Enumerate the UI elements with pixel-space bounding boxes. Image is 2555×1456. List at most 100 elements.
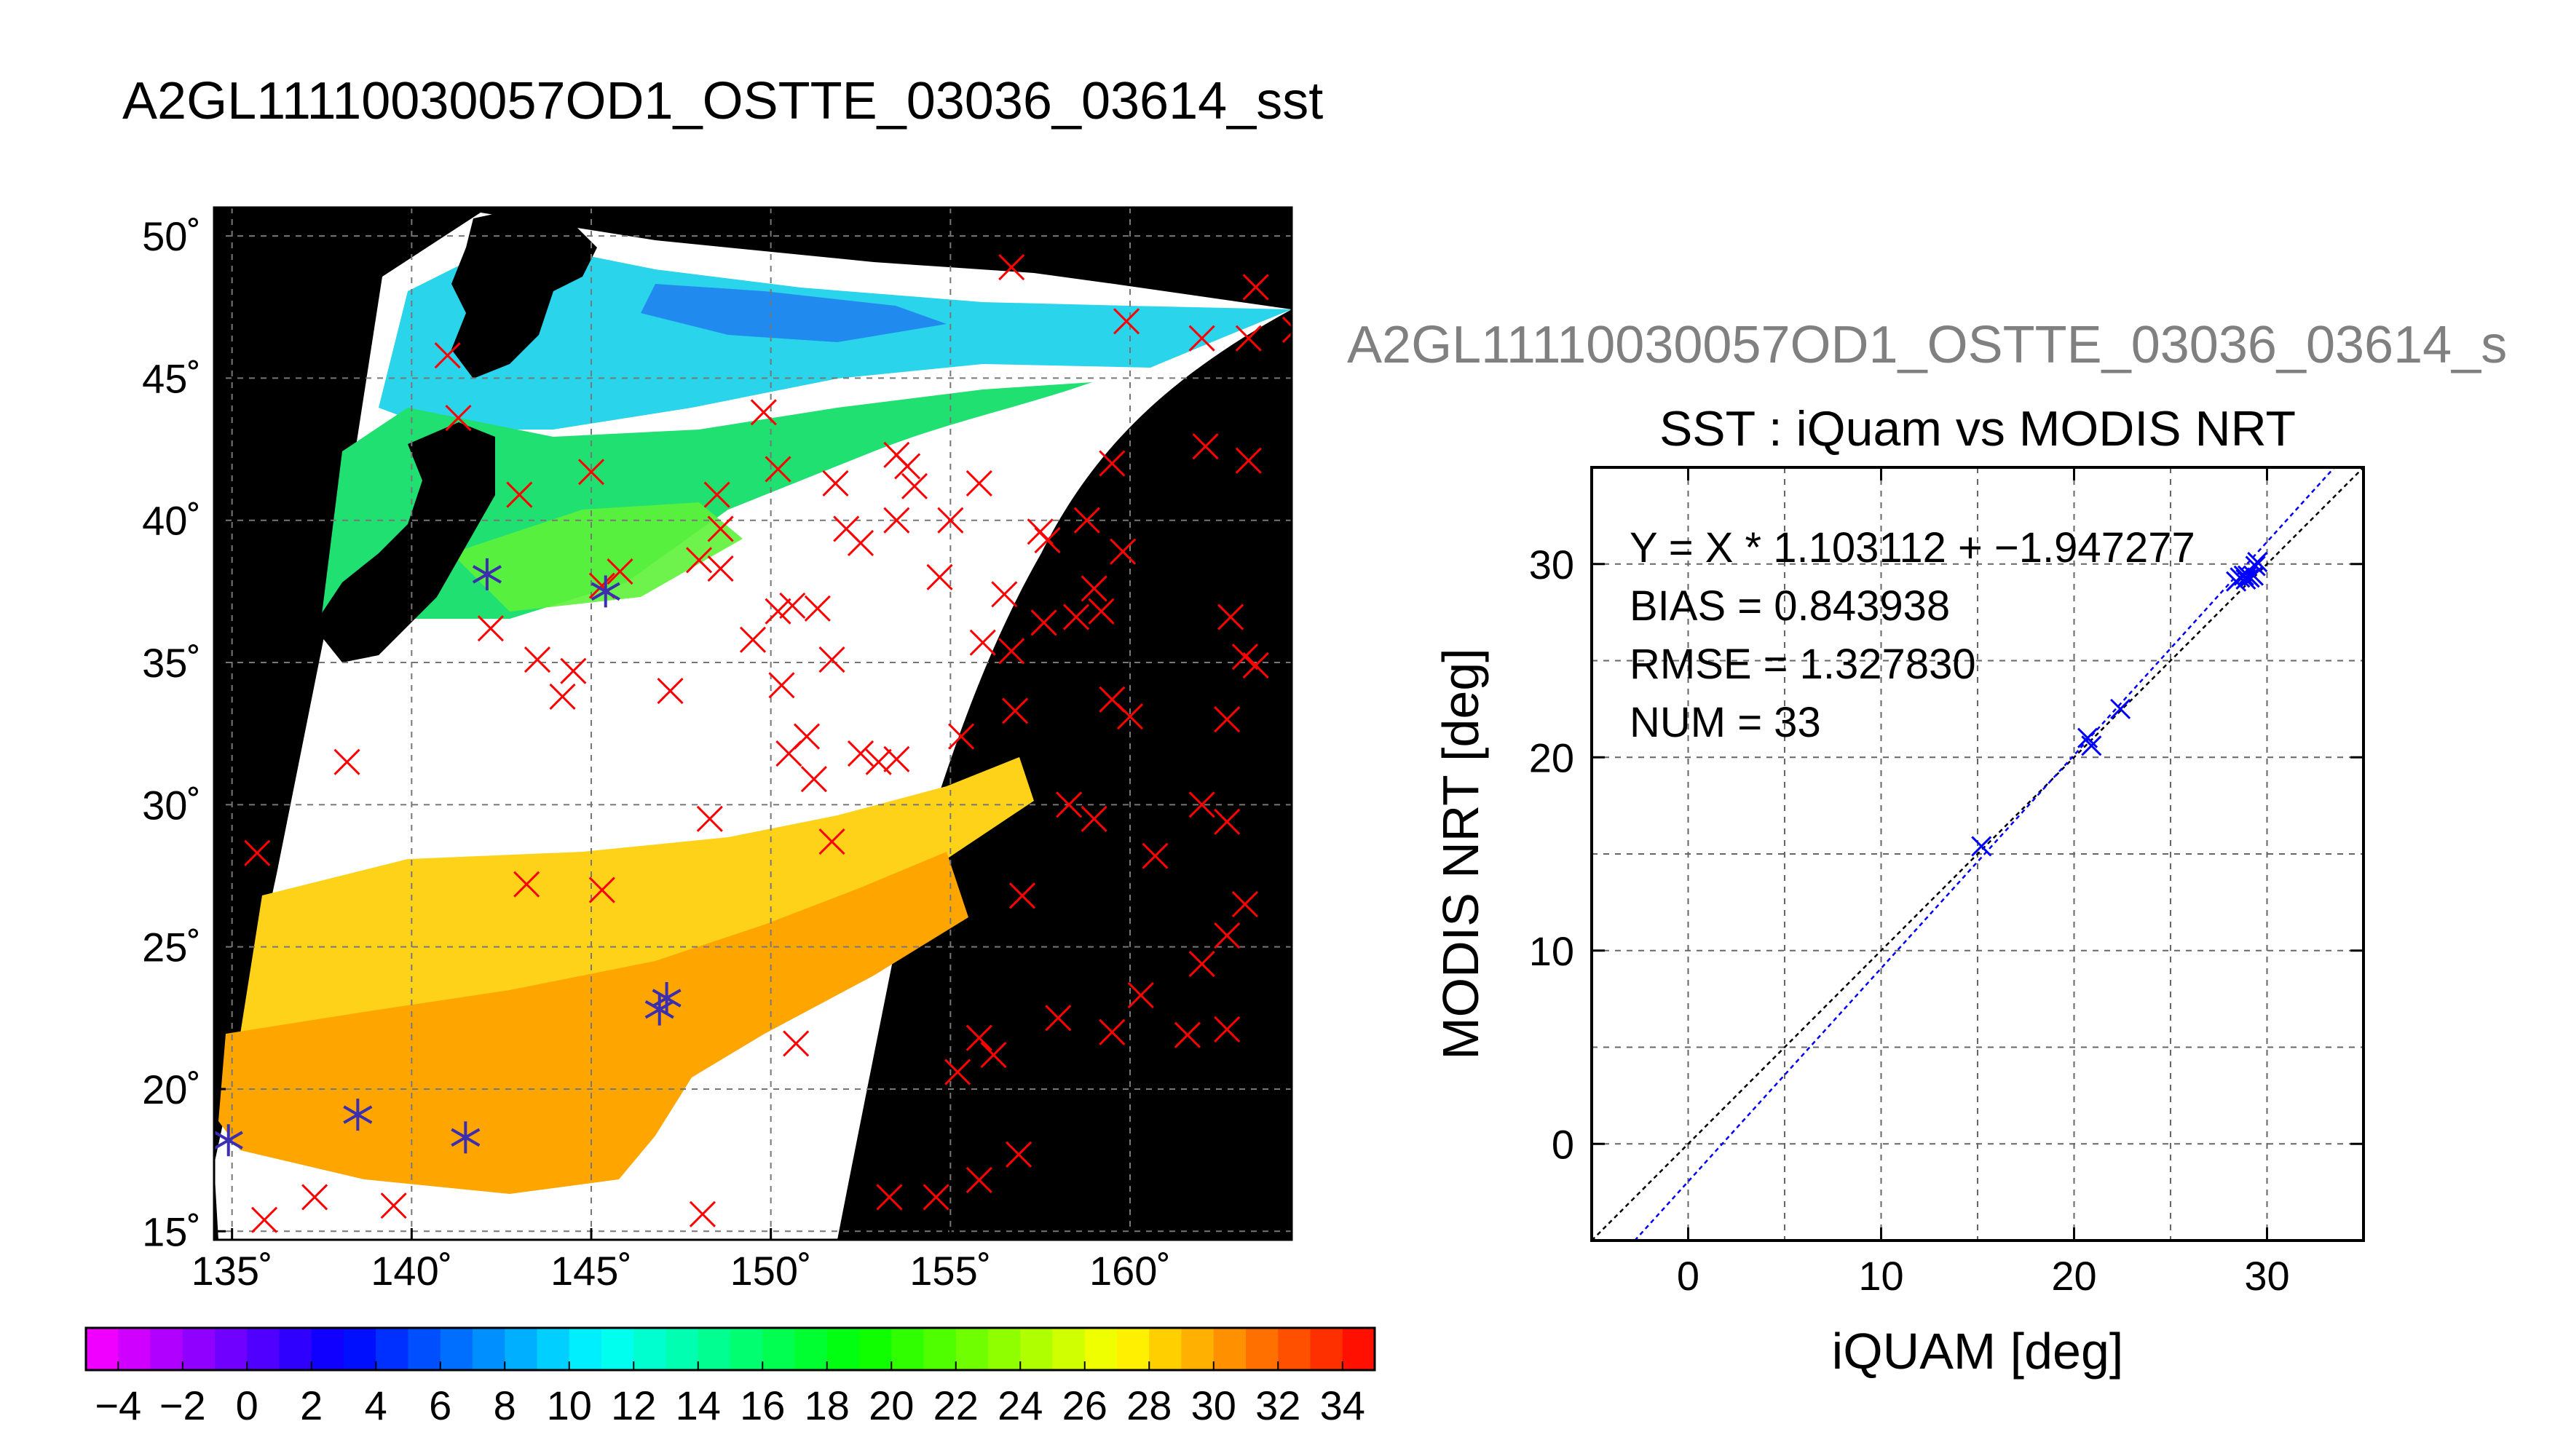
map-marker-x xyxy=(549,683,576,710)
map-marker-x xyxy=(1235,325,1262,352)
map-marker-x xyxy=(739,626,767,653)
map-y-tick-label: 40˚ xyxy=(142,498,201,544)
map-land-hokkaido xyxy=(451,207,597,379)
scatter-points xyxy=(1971,552,2268,857)
map-marker-x xyxy=(244,839,271,866)
scatter-point xyxy=(2239,567,2260,588)
colorbar-tick-label: 14 xyxy=(676,1382,721,1428)
map-marker-x xyxy=(926,563,953,590)
scatter-y-tick-label: 10 xyxy=(1529,928,1574,974)
scatter-x-tick-label: 20 xyxy=(2051,1253,2096,1299)
sst-scatter-plot: A2GL11110030057OD1_OSTTE_03036_03614_s S… xyxy=(1347,316,2507,1380)
scatter-annotation: NUM = 33 xyxy=(1630,699,1821,746)
map-marker-x xyxy=(750,399,777,426)
colorbar-segment xyxy=(279,1328,312,1370)
map-marker-x xyxy=(685,547,713,574)
colorbar-segment xyxy=(1052,1328,1086,1370)
colorbar-segment xyxy=(955,1328,989,1370)
map-marker-x xyxy=(1073,507,1100,534)
map-marker-x xyxy=(251,1206,278,1233)
identity-line xyxy=(1592,467,2364,1241)
map-marker-x xyxy=(1127,981,1154,1009)
map-marker-x xyxy=(998,638,1025,665)
scatter-annotation: Y = X * 1.103112 + −1.947277 xyxy=(1630,524,2195,571)
scatter-y-tick-label: 0 xyxy=(1552,1121,1574,1167)
colorbar-segment xyxy=(1084,1328,1118,1370)
colorbar-tick-label: 26 xyxy=(1062,1382,1107,1428)
map-marker-x xyxy=(804,595,831,622)
colorbar-tick-label: −4 xyxy=(95,1382,141,1428)
map-marker-x xyxy=(980,1042,1007,1069)
map-marker-x xyxy=(1214,808,1241,835)
map-marker-x xyxy=(998,253,1025,281)
colorbar-segment xyxy=(859,1328,892,1370)
scatter-point xyxy=(1971,836,1992,857)
map-marker-x xyxy=(965,1024,992,1051)
map-marker-star xyxy=(214,1124,243,1157)
scatter-x-tick-label: 0 xyxy=(1677,1253,1699,1299)
colorbar-tick-label: 6 xyxy=(429,1382,451,1428)
map-marker-x xyxy=(969,629,996,656)
map-grid xyxy=(214,207,1292,1240)
map-marker-x xyxy=(1002,697,1029,724)
scatter-y-tick-label: 30 xyxy=(1529,542,1574,587)
map-marker-x xyxy=(696,805,723,832)
map-marker-x xyxy=(1214,922,1241,949)
map-marker-x xyxy=(765,456,791,483)
colorbar-segment xyxy=(891,1328,924,1370)
figure-title: A2GL11110030057OD1_OSTTE_03036_03614_sst xyxy=(122,72,1323,130)
colorbar-segment xyxy=(118,1328,151,1370)
map-marker-x xyxy=(944,1059,971,1085)
colorbar-tick-label: 0 xyxy=(236,1382,258,1428)
map-marker-x xyxy=(1088,598,1115,625)
sst-colorbar: −4 −2 0 2 4 6 8 10 12 14 16 18 20 22 24 26 28 30 32 34 xyxy=(84,1326,1376,1428)
map-marker-x xyxy=(560,657,587,684)
map-x-tick-label: 160˚ xyxy=(1089,1248,1171,1294)
map-land-sakhalin xyxy=(510,207,561,251)
map-marker-x xyxy=(524,646,551,673)
map-marker-x xyxy=(1242,274,1269,301)
scatter-point xyxy=(2077,727,2098,748)
map-marker-x xyxy=(1142,842,1169,869)
colorbar-segment xyxy=(1278,1328,1311,1370)
map-y-tick-label: 15˚ xyxy=(142,1208,201,1254)
scatter-point xyxy=(2247,552,2268,573)
map-marker-x xyxy=(1188,325,1215,352)
map-markers xyxy=(214,253,1292,1233)
scatter-lines xyxy=(1592,467,2364,1241)
map-marker-x xyxy=(818,828,845,855)
colorbar-tick-label: 24 xyxy=(998,1382,1043,1428)
colorbar-segment xyxy=(1342,1328,1375,1370)
map-x-tick-label: 155˚ xyxy=(909,1248,991,1294)
map-marker-x xyxy=(477,615,504,642)
map-marker-x xyxy=(703,481,730,508)
colorbar-segment xyxy=(473,1328,505,1370)
map-marker-x xyxy=(1214,706,1241,733)
colorbar-tick-labels: −4 −2 0 2 4 6 8 10 12 14 16 18 20 22 24 26 28 30 32 34 xyxy=(95,1361,1365,1428)
map-marker-x xyxy=(689,1200,716,1227)
scatter-frame xyxy=(1590,466,2365,1242)
map-marker-x xyxy=(847,529,874,557)
colorbar-tick-label: 12 xyxy=(611,1382,656,1428)
map-marker-star xyxy=(644,993,674,1026)
map-marker-x xyxy=(1282,316,1292,344)
colorbar-tick-label: 34 xyxy=(1320,1382,1365,1428)
colorbar-segment xyxy=(150,1328,183,1370)
colorbar-segment xyxy=(730,1328,763,1370)
colorbar-segment xyxy=(215,1328,248,1370)
map-x-tick-label: 140˚ xyxy=(371,1248,452,1294)
map-marker-x xyxy=(937,507,964,534)
map-land-honshu xyxy=(313,422,495,662)
map-marker-x xyxy=(1174,1021,1201,1048)
colorbar-segments xyxy=(86,1328,1375,1370)
colorbar-segment xyxy=(505,1328,537,1370)
map-blue-patch xyxy=(641,284,947,342)
scatter-x-tick-label: 30 xyxy=(2244,1253,2289,1299)
colorbar-segment xyxy=(1310,1328,1343,1370)
colorbar-segment xyxy=(666,1328,699,1370)
colorbar-segment xyxy=(376,1328,408,1370)
colorbar-tick-label: 28 xyxy=(1126,1382,1172,1428)
map-marker-x xyxy=(1192,433,1219,460)
colorbar-segment xyxy=(1149,1328,1182,1370)
